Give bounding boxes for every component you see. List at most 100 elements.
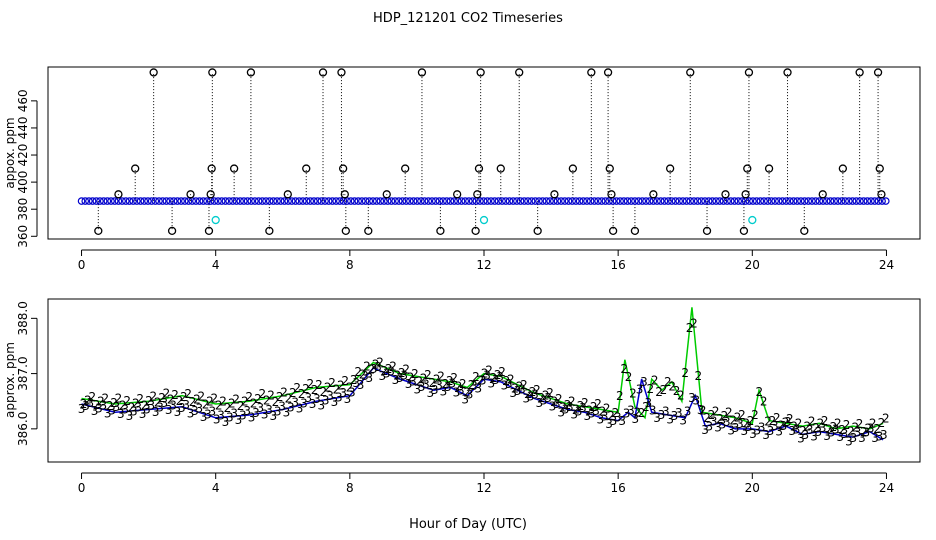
series-marker-3: 3: [588, 407, 596, 421]
series-marker-2: 2: [616, 389, 624, 403]
series-marker-3: 3: [575, 404, 583, 418]
series-marker-2: 2: [420, 371, 428, 385]
spike-circle: [783, 68, 792, 77]
spike-circle: [744, 68, 754, 77]
series-marker-2: 2: [577, 399, 585, 413]
series-marker-2: 2: [88, 390, 96, 404]
series-marker-2: 2: [673, 384, 681, 398]
series-marker-2: 2: [751, 408, 759, 422]
baseline-point: [501, 197, 510, 205]
series-marker-2: 2: [455, 380, 463, 394]
baseline-point: [136, 197, 145, 205]
spike-circle: [382, 190, 391, 199]
baseline-point: [834, 197, 842, 205]
top-x-tick-label: 12: [476, 258, 491, 272]
series-marker-3: 3: [239, 409, 247, 423]
baseline-point: [77, 197, 86, 205]
baseline-point: [542, 197, 551, 205]
baseline-point: [247, 197, 256, 205]
baseline-point: [125, 197, 134, 205]
baseline-point: [826, 197, 835, 205]
spike-circle: [246, 68, 256, 77]
baseline-point: [653, 197, 661, 205]
baseline-point: [616, 197, 624, 205]
series-marker-2: 2: [655, 385, 663, 399]
spike-circle: [417, 68, 427, 77]
baseline-point: [273, 197, 281, 205]
series-marker-2: 2: [472, 370, 480, 384]
series-marker-2: 2: [167, 393, 175, 407]
baseline-point: [476, 197, 484, 205]
series-marker-2: 2: [407, 370, 415, 384]
bottom-x-tick-label: 24: [879, 481, 894, 495]
baseline-point: [321, 197, 329, 205]
baseline-point: [431, 197, 440, 205]
baseline-point: [561, 197, 569, 205]
series-marker-2: 2: [668, 380, 676, 394]
spike-circle: [453, 190, 462, 199]
baseline-point: [575, 197, 584, 205]
baseline-point: [738, 197, 746, 205]
series-marker-2: 2: [738, 408, 746, 422]
series-marker-2: 2: [503, 374, 511, 388]
series-marker-3: 3: [387, 364, 395, 378]
series-marker-2: 2: [485, 363, 493, 377]
series-marker-2: 2: [834, 417, 842, 431]
baseline-point: [808, 197, 816, 205]
series-marker-2: 2: [568, 395, 576, 409]
series-marker-3: 3: [880, 428, 888, 442]
series-marker-3: 3: [505, 377, 513, 391]
baseline-point: [671, 197, 680, 205]
series-marker-3: 3: [566, 400, 574, 414]
series-marker-2: 2: [289, 386, 297, 400]
baseline-point: [686, 197, 695, 205]
series-marker-3: 3: [736, 417, 744, 431]
series-marker-2: 2: [734, 410, 742, 424]
series-marker-3: 3: [806, 423, 814, 437]
series-marker-2: 2: [542, 389, 550, 403]
series-marker-3: 3: [540, 394, 548, 408]
top-baseline-points: [77, 197, 890, 205]
baseline-point: [428, 197, 436, 205]
top-y-tick-label: 400: [16, 171, 30, 194]
series-marker-2: 2: [651, 373, 659, 387]
baseline-point: [413, 197, 422, 205]
series-marker-2: 2: [442, 377, 450, 391]
series-marker-2: 2: [106, 399, 114, 413]
series-marker-3: 3: [767, 424, 775, 438]
baseline-point: [288, 197, 296, 205]
series-marker-2: 2: [450, 371, 458, 385]
spike-circle: [739, 226, 749, 236]
baseline-point: [258, 197, 267, 205]
series-marker-3: 3: [714, 420, 722, 434]
series-marker-3: 3: [723, 415, 731, 429]
series-marker-3: 3: [671, 409, 679, 423]
series-marker-2: 2: [350, 373, 358, 387]
series-marker-2: 2: [315, 378, 323, 392]
series-marker-3: 3: [583, 409, 591, 423]
series-marker-3: 3: [488, 376, 496, 390]
series-marker-3: 3: [592, 404, 600, 418]
bottom-y-axis-label: approx. ppm: [3, 342, 17, 418]
baseline-point: [601, 197, 610, 205]
baseline-point: [811, 197, 820, 205]
series-marker-3: 3: [527, 390, 535, 404]
baseline-point: [335, 197, 344, 205]
baseline-point: [88, 197, 97, 205]
series-marker-3: 3: [322, 394, 330, 408]
series-marker-2: 2: [490, 371, 498, 385]
baseline-point: [612, 197, 621, 205]
baseline-point: [240, 197, 248, 205]
series-marker-3: 3: [474, 382, 482, 396]
series-marker-3: 3: [649, 403, 657, 417]
series-marker-2: 2: [520, 378, 528, 392]
series-marker-2: 2: [341, 374, 349, 388]
series-marker-3: 3: [697, 403, 705, 417]
series-marker-2: 2: [285, 391, 293, 405]
series-marker-3: 3: [318, 398, 326, 412]
series-marker-2: 2: [136, 392, 144, 406]
series-marker-2: 2: [559, 400, 567, 414]
series-marker-3: 3: [832, 422, 840, 436]
series-marker-3: 3: [86, 396, 94, 410]
